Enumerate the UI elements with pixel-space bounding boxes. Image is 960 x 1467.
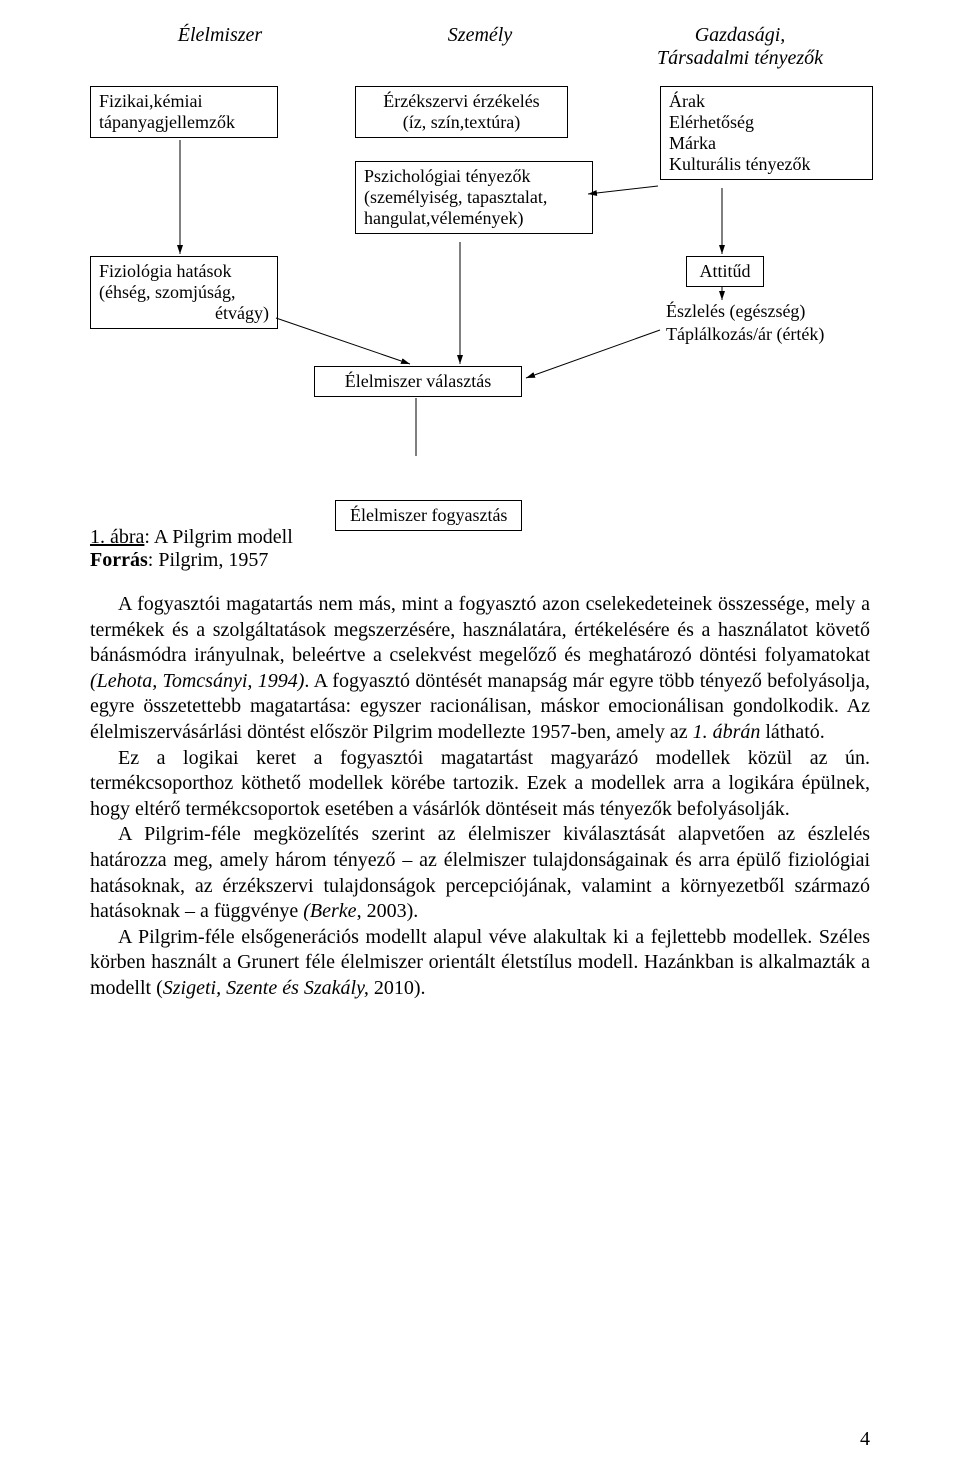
header-col3: Gazdasági, Társadalmi tényezők bbox=[610, 24, 870, 70]
box-food-choice: Élelmiszer választás bbox=[314, 366, 522, 397]
figure-caption-line2: Forrás: Pilgrim, 1957 bbox=[90, 549, 870, 572]
paragraph-2: Ez a logikai keret a fogyasztói magatart… bbox=[90, 746, 870, 823]
header-col1: Élelmiszer bbox=[90, 24, 350, 70]
pilgrim-model-diagram: Fizikai,kémiai tápanyagjellemzők Érzéksz… bbox=[90, 86, 870, 456]
box-attitude: Attitűd bbox=[686, 256, 764, 287]
diagram-column-headers: Élelmiszer Személy Gazdasági, Társadalmi… bbox=[90, 24, 870, 70]
body-text: A fogyasztói magatartás nem más, mint a … bbox=[90, 592, 870, 1002]
label-nutrition-price-value: Táplálkozás/ár (érték) bbox=[666, 324, 824, 345]
label-perception-health: Észlelés (egészség) bbox=[666, 301, 805, 322]
figure-caption-row: Élelmiszer fogyasztás 1. ábra: A Pilgrim… bbox=[90, 526, 870, 572]
box-sensory-perception: Érzékszervi érzékelés (íz, szín,textúra) bbox=[355, 86, 568, 138]
paragraph-4: A Pilgrim-féle elsőgenerációs modellt al… bbox=[90, 925, 870, 1002]
box-food-consumption: Élelmiszer fogyasztás bbox=[335, 500, 522, 531]
box-physiology-effects: Fiziológia hatások (éhség, szomjúság, ét… bbox=[90, 256, 278, 329]
box-physical-chemical: Fizikai,kémiai tápanyagjellemzők bbox=[90, 86, 278, 138]
figure-ref: 1. ábra bbox=[90, 526, 144, 548]
paragraph-3: A Pilgrim-féle megközelítés szerint az é… bbox=[90, 822, 870, 924]
box-prices-availability: Árak Elérhetőség Márka Kulturális tényez… bbox=[660, 86, 873, 180]
header-col2: Személy bbox=[350, 24, 610, 70]
page-number: 4 bbox=[860, 1428, 870, 1451]
source-label: Forrás bbox=[90, 549, 148, 571]
box-psychological-factors: Pszichológiai tényezők (személyiség, tap… bbox=[355, 161, 593, 234]
paragraph-1: A fogyasztói magatartás nem más, mint a … bbox=[90, 592, 870, 746]
